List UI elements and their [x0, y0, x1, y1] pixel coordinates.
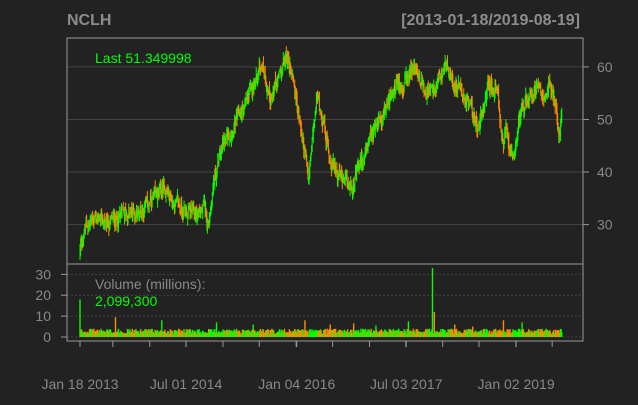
volume-tick-label: 20: [35, 287, 51, 303]
x-tick-label: Jul 01 2014: [150, 376, 223, 392]
price-tick-label: 30: [597, 217, 613, 233]
x-tick-label: Jan 04 2016: [258, 376, 335, 392]
price-axis: 30 40 50 60: [583, 59, 613, 233]
volume-tick-label: 0: [43, 329, 51, 345]
volume-title: Volume (millions):: [95, 276, 205, 292]
price-tick-label: 60: [597, 59, 613, 75]
x-tick-label: Jan 02 2019: [478, 376, 555, 392]
volume-bars: [79, 268, 563, 337]
chart-date-range: [2013-01-18/2019-08-19]: [401, 12, 580, 29]
volume-tick-label: 10: [35, 308, 51, 324]
price-candles: [79, 46, 563, 261]
price-tick-label: 50: [597, 111, 613, 127]
x-tick-label: Jul 03 2017: [370, 376, 443, 392]
last-price-label: Last 51.349998: [95, 50, 192, 66]
volume-tick-label: 30: [35, 266, 51, 282]
x-tick-label: Jan 18 2013: [41, 376, 118, 392]
volume-axis: 0 10 20 30: [35, 266, 67, 345]
volume-last-value: 2,099,300: [95, 293, 157, 309]
chart-title-ticker: NCLH: [67, 12, 111, 29]
x-axis: Jan 18 2013 Jul 01 2014 Jan 04 2016 Jul 03 …: [41, 340, 562, 392]
price-tick-label: 40: [597, 164, 613, 180]
